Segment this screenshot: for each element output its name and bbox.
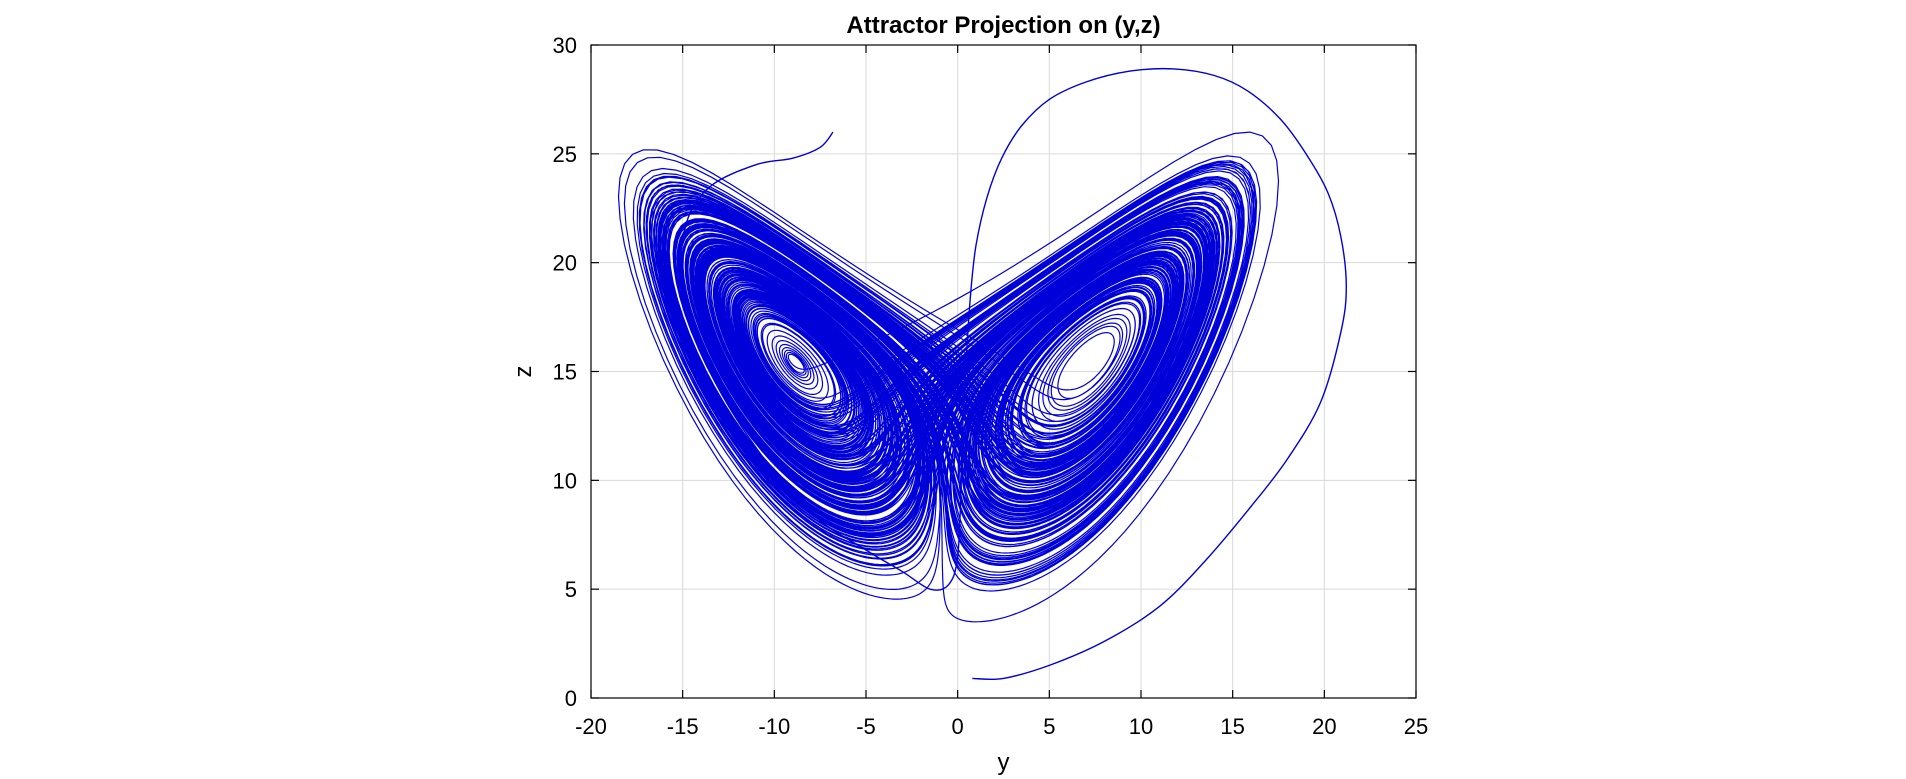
x-axis-ticks: -20 -15 -10 -5 0 5 10 15 20 25 [575,45,1428,739]
y-tick-label: 20 [553,251,577,276]
x-tick-label: -15 [667,714,699,739]
y-axis-ticks: 0 5 10 15 20 25 30 [553,33,1416,711]
y-tick-label: 30 [553,33,577,58]
y-tick-label: 25 [553,142,577,167]
x-tick-label: 25 [1404,714,1428,739]
y-axis-label: z [510,366,537,378]
x-tick-label: 15 [1220,714,1244,739]
x-tick-label: -20 [575,714,607,739]
x-tick-label: 5 [1043,714,1055,739]
trajectory-group [617,67,1347,681]
x-tick-label: 0 [952,714,964,739]
chart-title: Attractor Projection on (y,z) [846,12,1160,39]
y-tick-label: 5 [565,577,577,602]
series-line-attractor-trajectory [617,131,1280,623]
series-line-outer-transient [680,67,1347,681]
y-tick-label: 0 [565,686,577,711]
x-tick-label: 20 [1312,714,1336,739]
x-axis-label: y [998,749,1010,776]
x-tick-label: -10 [758,714,790,739]
x-tick-label: -5 [856,714,876,739]
y-tick-label: 10 [553,468,577,493]
y-tick-label: 15 [553,360,577,385]
x-tick-label: 10 [1129,714,1153,739]
